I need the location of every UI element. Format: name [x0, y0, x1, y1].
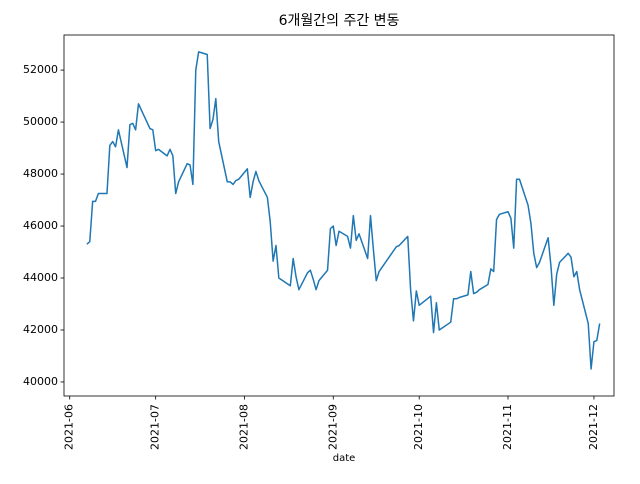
y-tick-label: 50000 [23, 115, 58, 128]
y-tick-label: 52000 [23, 63, 58, 76]
x-tick-label: 2021-10 [412, 404, 425, 450]
y-tick-label: 42000 [23, 323, 58, 336]
chart-title: 6개월간의 주간 변동 [279, 13, 400, 29]
y-tick-label: 44000 [23, 271, 58, 284]
x-tick-label: 2021-11 [501, 404, 514, 450]
x-axis-label: date [333, 453, 356, 464]
plot-frame [63, 34, 615, 397]
x-tick-label: 2021-07 [149, 404, 162, 450]
y-tick-label: 48000 [23, 167, 58, 180]
x-tick-label: 2021-08 [237, 404, 250, 450]
x-tick-label: 2021-06 [63, 404, 76, 450]
y-tick-label: 46000 [23, 219, 58, 232]
y-tick-label: 40000 [23, 375, 58, 388]
x-tick-label: 2021-12 [587, 404, 600, 450]
line-series [86, 51, 601, 370]
x-tick-label: 2021-09 [326, 404, 339, 450]
